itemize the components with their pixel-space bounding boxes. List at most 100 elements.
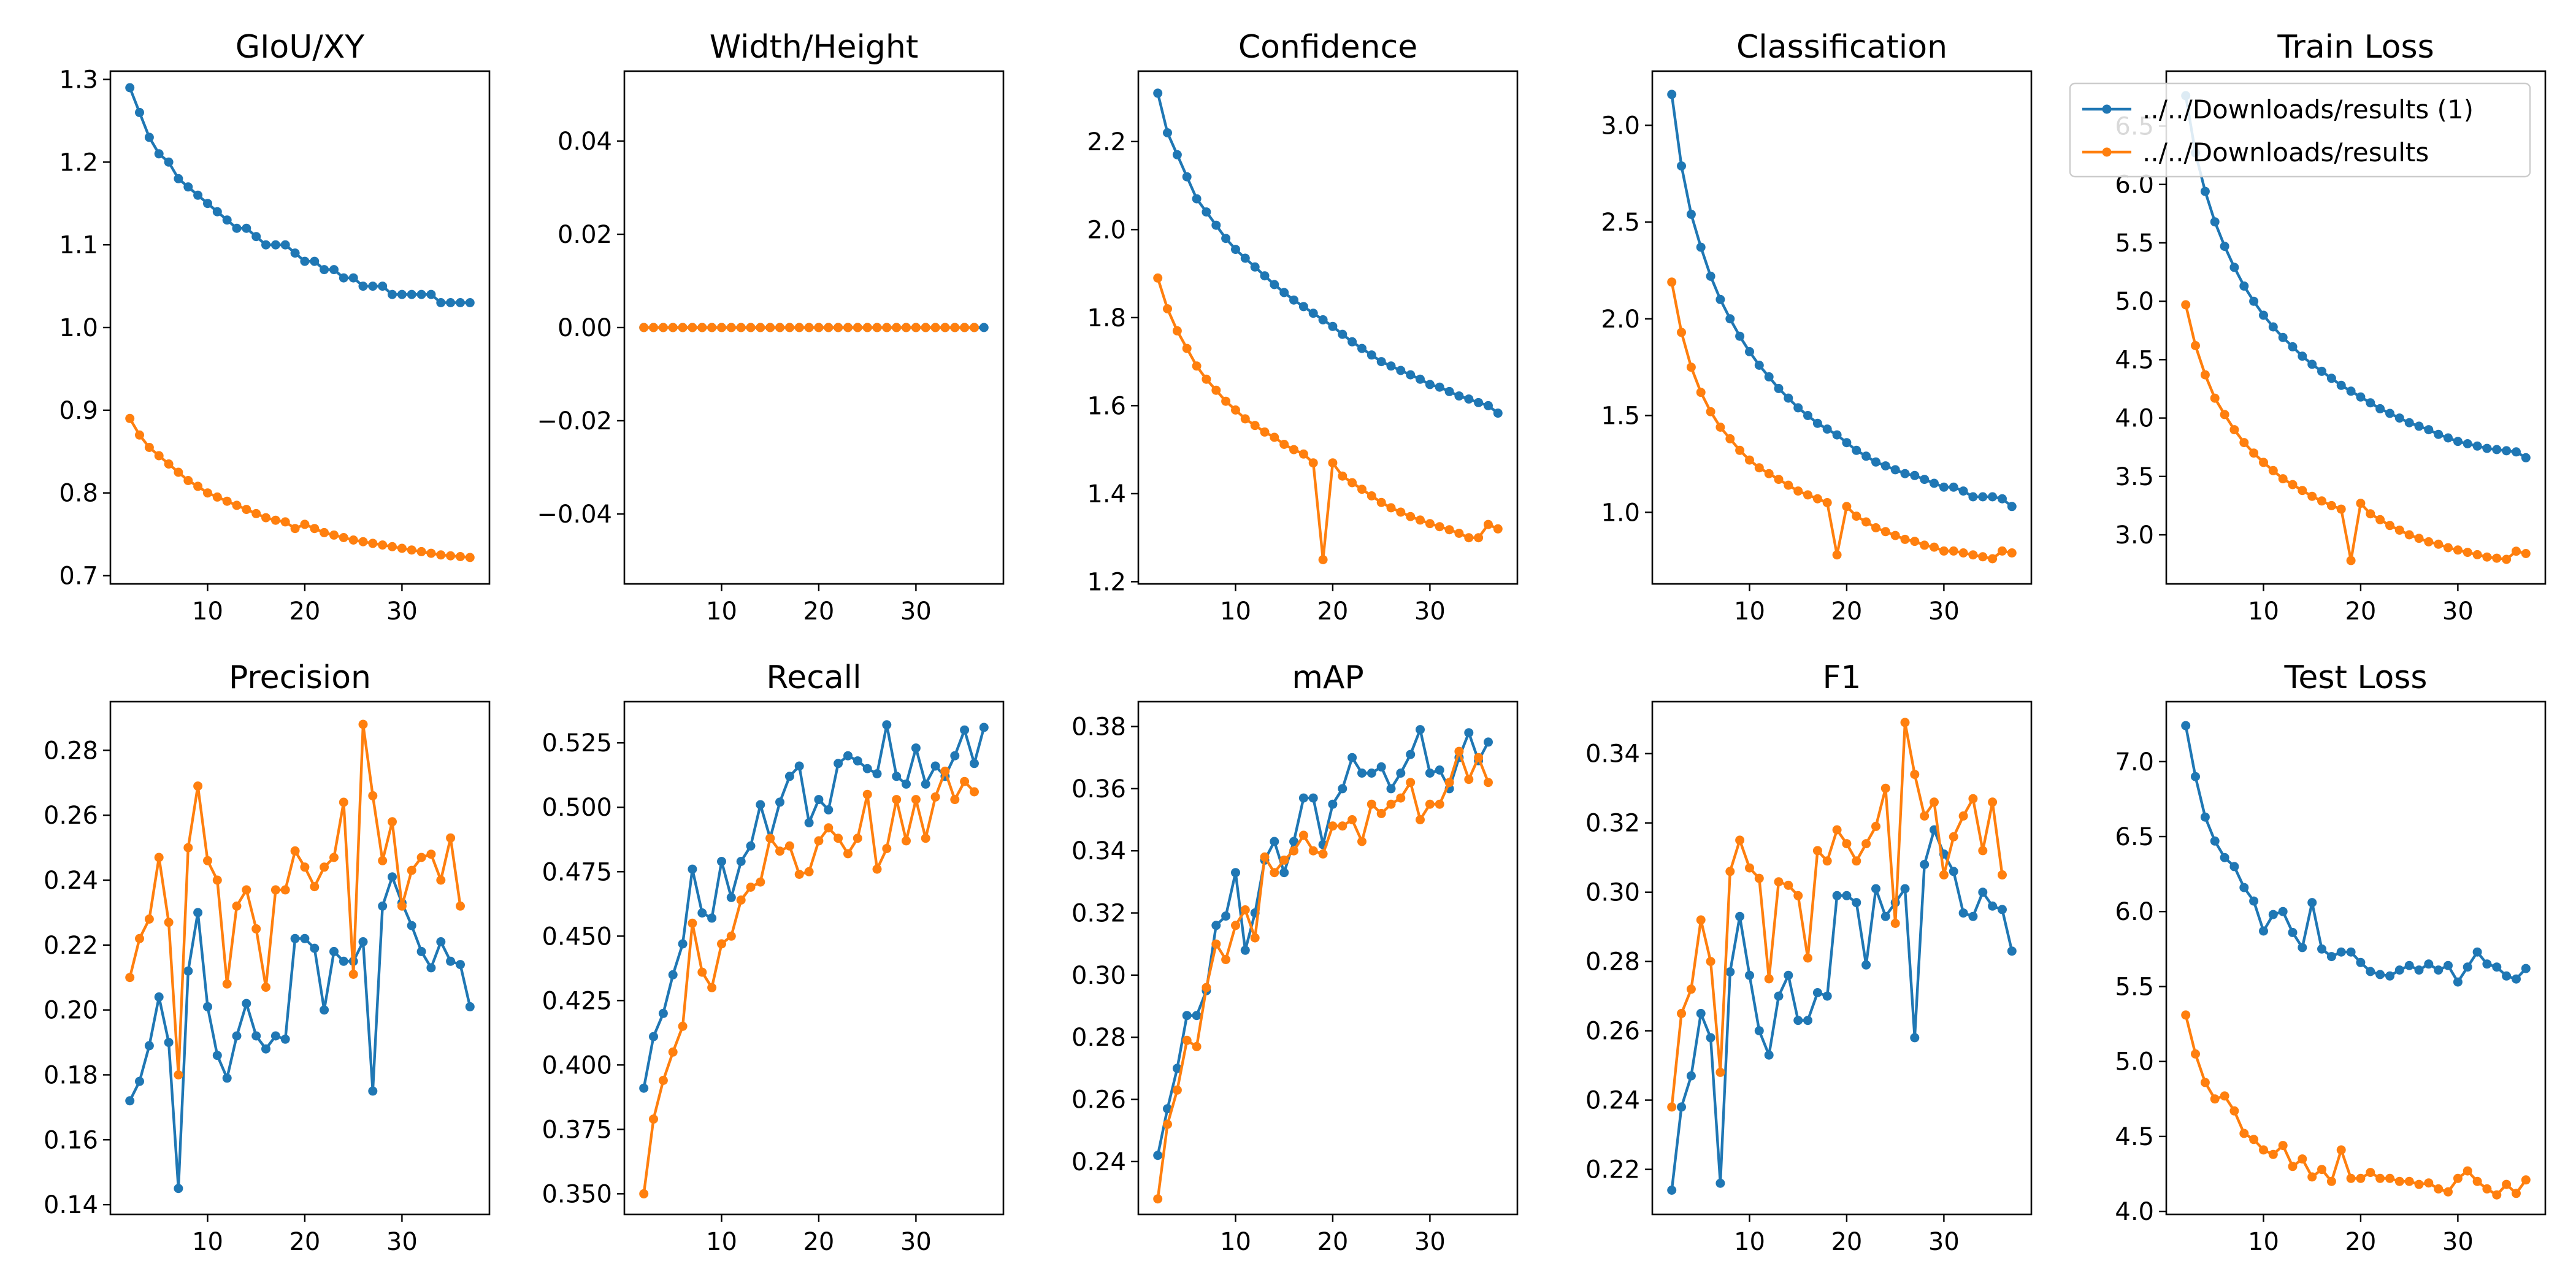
data-point — [242, 223, 251, 233]
data-point — [892, 323, 902, 332]
data-point — [378, 282, 388, 291]
data-point — [1686, 362, 1696, 372]
data-point — [1406, 749, 1416, 759]
data-point — [1163, 1104, 1172, 1114]
data-point — [2326, 1176, 2336, 1186]
data-point — [2336, 504, 2346, 514]
data-point — [717, 857, 726, 866]
data-point — [2385, 408, 2394, 418]
data-point — [1386, 361, 1396, 371]
data-point — [970, 759, 979, 769]
y-tick-label: 0.02 — [558, 221, 612, 249]
data-point — [174, 1184, 183, 1194]
y-tick-label: 5.5 — [2115, 973, 2154, 1001]
data-point — [2472, 947, 2482, 957]
data-point — [921, 323, 930, 332]
data-point — [2492, 962, 2502, 972]
data-point — [1357, 837, 1367, 846]
data-point — [2220, 1091, 2229, 1101]
x-tick-label: 20 — [1831, 1228, 1862, 1256]
data-point — [164, 157, 174, 167]
data-point — [794, 761, 804, 771]
data-point — [1289, 445, 1298, 454]
data-point — [678, 323, 688, 332]
data-point — [979, 323, 989, 332]
data-point — [1930, 478, 1939, 488]
data-point — [1706, 271, 1715, 281]
data-point — [2414, 1179, 2424, 1189]
data-point — [2463, 962, 2472, 972]
data-point — [465, 1002, 475, 1011]
data-point — [339, 273, 348, 283]
data-point — [1832, 550, 1842, 560]
data-point — [2007, 502, 2017, 512]
data-point — [2472, 1176, 2482, 1186]
data-point — [1793, 1016, 1803, 1025]
data-point — [320, 527, 329, 537]
data-point — [1890, 531, 1900, 540]
data-point — [1715, 294, 1725, 304]
data-point — [222, 1073, 232, 1083]
data-point — [388, 289, 397, 299]
data-point — [2375, 515, 2385, 524]
data-point — [261, 983, 270, 992]
y-tick-label: 3.0 — [2115, 521, 2154, 550]
data-point — [902, 779, 911, 789]
data-point — [814, 836, 824, 846]
x-tick-label: 20 — [1831, 597, 1862, 626]
data-point — [1474, 753, 1484, 762]
data-point — [1706, 1033, 1715, 1043]
data-point — [911, 795, 921, 805]
data-point — [1822, 856, 1832, 866]
data-point — [2444, 960, 2453, 970]
data-point — [784, 772, 794, 781]
data-point — [1842, 438, 1852, 448]
data-point — [2278, 1141, 2288, 1151]
data-point — [1338, 471, 1347, 481]
data-point — [1484, 401, 1493, 410]
data-point — [1745, 970, 1754, 980]
data-point — [1250, 421, 1260, 431]
data-point — [1347, 478, 1357, 488]
data-point — [1696, 1008, 1706, 1018]
data-point — [960, 323, 970, 332]
data-point — [950, 795, 960, 805]
data-point — [1250, 933, 1260, 943]
data-point — [2278, 907, 2288, 916]
subplot-6: Recall 0.350 0.375 0.400 0.425 0.450 0.475 0.50… — [542, 659, 1005, 1256]
data-point — [164, 1038, 174, 1048]
data-point — [678, 1021, 688, 1031]
data-point — [1357, 769, 1367, 778]
data-point — [1474, 533, 1484, 543]
data-point — [261, 513, 270, 523]
data-point — [1920, 811, 1930, 821]
data-point — [339, 797, 348, 807]
y-tick-label: 7.0 — [2115, 748, 2154, 776]
data-point — [436, 875, 446, 885]
data-point — [2492, 553, 2502, 563]
data-point — [2239, 1129, 2249, 1138]
data-point — [1270, 868, 1279, 878]
data-point — [2472, 550, 2482, 559]
data-point — [1464, 394, 1474, 404]
data-point — [378, 540, 388, 550]
data-point — [736, 895, 746, 905]
x-tick-label: 20 — [289, 597, 320, 626]
data-point — [1725, 434, 1735, 443]
data-point — [1454, 746, 1464, 756]
y-tick-label: 0.450 — [542, 922, 612, 951]
data-point — [2229, 425, 2239, 435]
data-point — [310, 524, 320, 534]
data-point — [834, 834, 843, 843]
data-point — [1910, 770, 1920, 780]
data-point — [794, 870, 804, 879]
data-point — [688, 918, 697, 928]
data-point — [1745, 455, 1754, 465]
data-point — [2346, 1173, 2356, 1183]
data-point — [280, 885, 290, 895]
data-point — [726, 892, 736, 902]
data-point — [2375, 404, 2385, 413]
data-point — [1163, 304, 1172, 313]
data-point — [1270, 432, 1279, 442]
